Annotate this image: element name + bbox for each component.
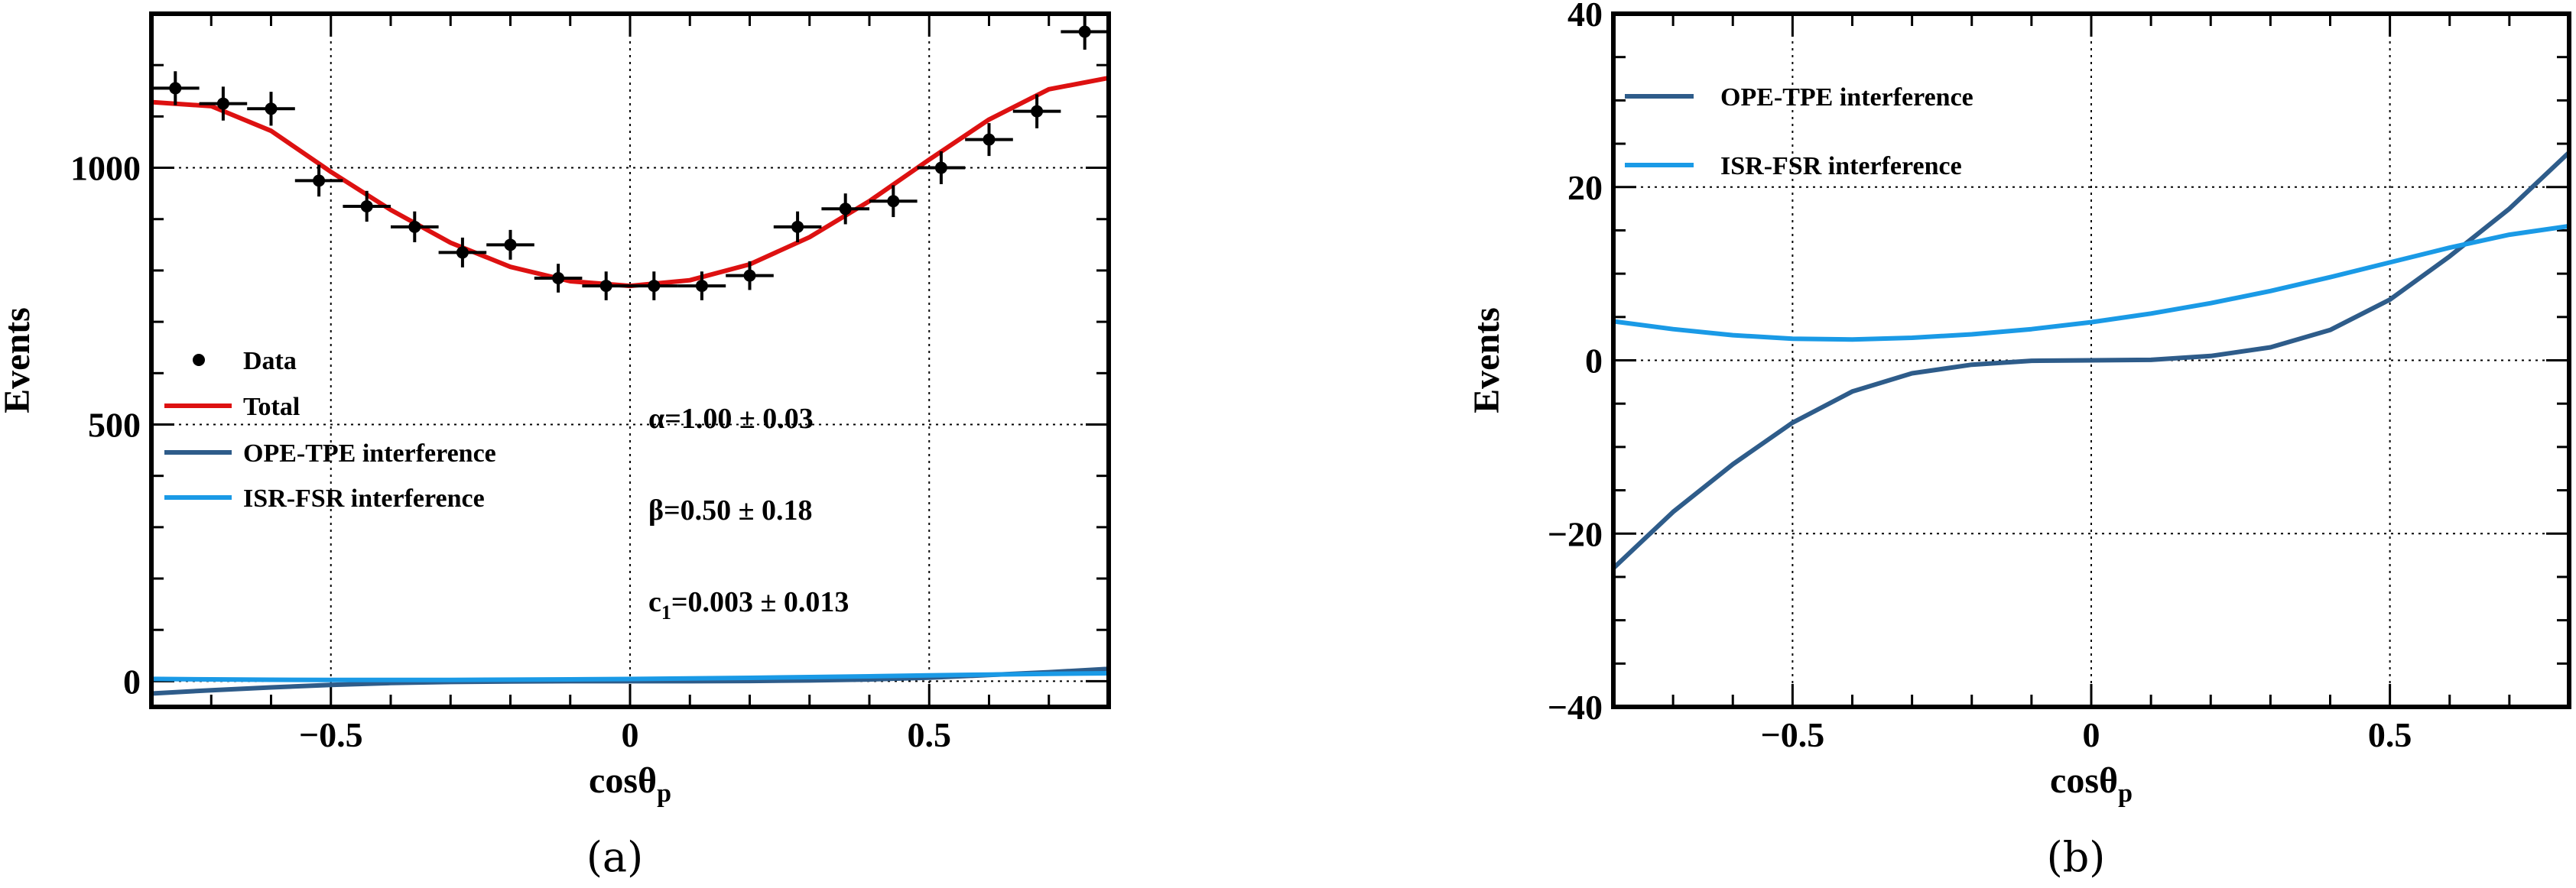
y-tick-label: 500 — [88, 405, 141, 444]
data-point — [504, 238, 517, 251]
data-point — [360, 199, 373, 212]
panel-caption: (a) — [586, 833, 643, 881]
data-point — [313, 174, 326, 187]
series-line-isr-fsr-interference — [151, 671, 1109, 682]
x-axis-label-sub: p — [657, 779, 671, 808]
data-point — [599, 280, 612, 293]
x-tick-label: −0.5 — [299, 715, 363, 754]
curve-group — [1613, 150, 2569, 571]
plot-frame — [149, 11, 1111, 709]
data-point — [216, 97, 229, 110]
panel-caption: (b) — [2047, 833, 2106, 881]
y-axis-label: Events — [0, 307, 37, 413]
x-tick-label: 0.5 — [2368, 715, 2412, 754]
legend-label-ope-tpe-interference: OPE-TPE interference — [1720, 83, 1973, 112]
chart-panel-b: −0.5 0 0.5 −40 −20 0 20 40 cosθp Events (b) OPE-TPE… — [1467, 0, 2571, 881]
plot-frame — [1611, 11, 2571, 709]
data-point — [552, 272, 565, 285]
fit-parameter-3: c1=0.003 ± 0.013 — [648, 586, 849, 624]
fit-parameter-value: =0.003 ± 0.013 — [671, 586, 849, 618]
data-point — [887, 195, 900, 208]
x-axis-label-main: cosθ — [2050, 760, 2118, 801]
y-tick-label: 40 — [1567, 0, 1603, 34]
y-tick-label: 20 — [1567, 168, 1603, 207]
fit-parameter-symbol: c — [648, 586, 661, 618]
data-point — [934, 161, 947, 174]
x-axis-label: cosθp — [589, 760, 671, 808]
x-axis-label: cosθp — [2050, 760, 2133, 808]
data-point — [169, 82, 182, 95]
data-point — [408, 220, 421, 233]
data-point — [265, 102, 278, 115]
legend-label-isr-fsr-interference: ISR-FSR interference — [1720, 152, 1962, 180]
x-axis-label-sub: p — [2118, 779, 2133, 808]
fit-parameter-symbol: α — [648, 403, 664, 435]
x-tick-label: 0 — [2083, 715, 2100, 754]
data-point — [456, 246, 469, 259]
fit-parameters: α=1.00 ± 0.03 β=0.50 ± 0.18 c1=0.003 ± 0.0… — [648, 403, 849, 624]
y-axis-label: Events — [1467, 307, 1507, 413]
series-line-ope-tpe-interference — [1613, 150, 2569, 571]
legend-label-data: Data — [243, 347, 297, 375]
legend-label-ope-tpe-interference: OPE-TPE interference — [243, 439, 496, 468]
fit-parameter-1: α=1.00 ± 0.03 — [648, 403, 814, 435]
x-tick-label: 0 — [622, 715, 639, 754]
fit-parameter-value: =1.00 ± 0.03 — [664, 403, 814, 435]
x-tick-label: 0.5 — [908, 715, 952, 754]
legend: Data Total OPE-TPE interference ISR-FSR int… — [164, 347, 496, 513]
data-point — [839, 203, 852, 216]
fit-parameter-2: β=0.50 ± 0.18 — [648, 494, 813, 527]
y-tick-label: −20 — [1548, 514, 1603, 553]
data-point — [1078, 25, 1091, 38]
x-axis-label-main: cosθ — [589, 760, 657, 801]
y-tick-label: 0 — [1585, 342, 1603, 381]
fit-parameter-subscript: 1 — [661, 601, 671, 624]
fit-parameter-value: =0.50 ± 0.18 — [664, 494, 813, 527]
data-point — [743, 269, 756, 282]
legend: OPE-TPE interference ISR-FSR interference — [1625, 83, 1973, 180]
fit-parameter-symbol: β — [648, 494, 664, 527]
data-points — [151, 14, 1109, 300]
y-tick-label: 0 — [123, 662, 141, 701]
legend-label-total: Total — [243, 393, 300, 421]
x-tick-label: −0.5 — [1761, 715, 1825, 754]
data-point — [648, 280, 661, 293]
data-point — [983, 133, 996, 146]
data-point — [695, 280, 708, 293]
legend-label-isr-fsr-interference: ISR-FSR interference — [243, 485, 485, 513]
legend-marker-data — [193, 354, 205, 366]
y-tick-label: −40 — [1548, 688, 1603, 727]
data-point — [1031, 105, 1044, 118]
series-line-isr-fsr-interference — [1613, 223, 2569, 342]
y-tick-label: 1000 — [70, 149, 141, 188]
chart-panel-a: −0.5 0 0.5 0 500 1000 cosθp Events (a) Data Total O… — [0, 11, 1111, 881]
data-point — [791, 220, 804, 233]
